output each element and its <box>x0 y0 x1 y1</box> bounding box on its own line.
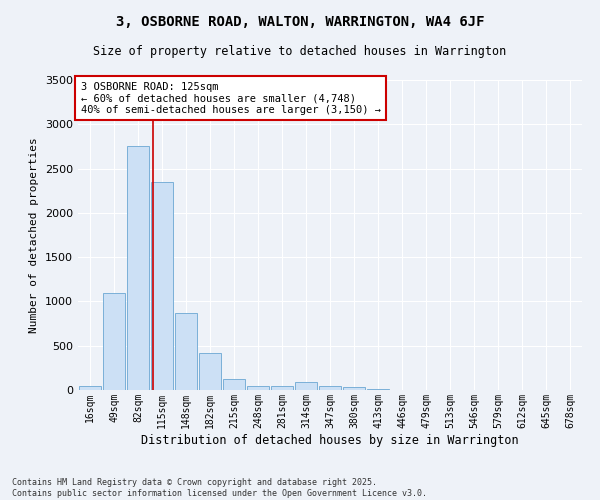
Bar <box>103 292 125 390</box>
Bar <box>367 389 389 390</box>
Bar <box>247 386 269 390</box>
Text: Size of property relative to detached houses in Warrington: Size of property relative to detached ho… <box>94 45 506 58</box>
Bar <box>343 388 365 390</box>
Bar <box>79 386 101 390</box>
X-axis label: Distribution of detached houses by size in Warrington: Distribution of detached houses by size … <box>141 434 519 446</box>
Bar <box>295 382 317 390</box>
Bar <box>199 353 221 390</box>
Bar <box>319 386 341 390</box>
Bar <box>223 380 245 390</box>
Y-axis label: Number of detached properties: Number of detached properties <box>29 137 40 333</box>
Bar <box>175 313 197 390</box>
Bar <box>127 146 149 390</box>
Text: 3 OSBORNE ROAD: 125sqm
← 60% of detached houses are smaller (4,748)
40% of semi-: 3 OSBORNE ROAD: 125sqm ← 60% of detached… <box>80 82 380 115</box>
Bar <box>151 182 173 390</box>
Text: 3, OSBORNE ROAD, WALTON, WARRINGTON, WA4 6JF: 3, OSBORNE ROAD, WALTON, WARRINGTON, WA4… <box>116 15 484 29</box>
Text: Contains HM Land Registry data © Crown copyright and database right 2025.
Contai: Contains HM Land Registry data © Crown c… <box>12 478 427 498</box>
Bar <box>271 386 293 390</box>
